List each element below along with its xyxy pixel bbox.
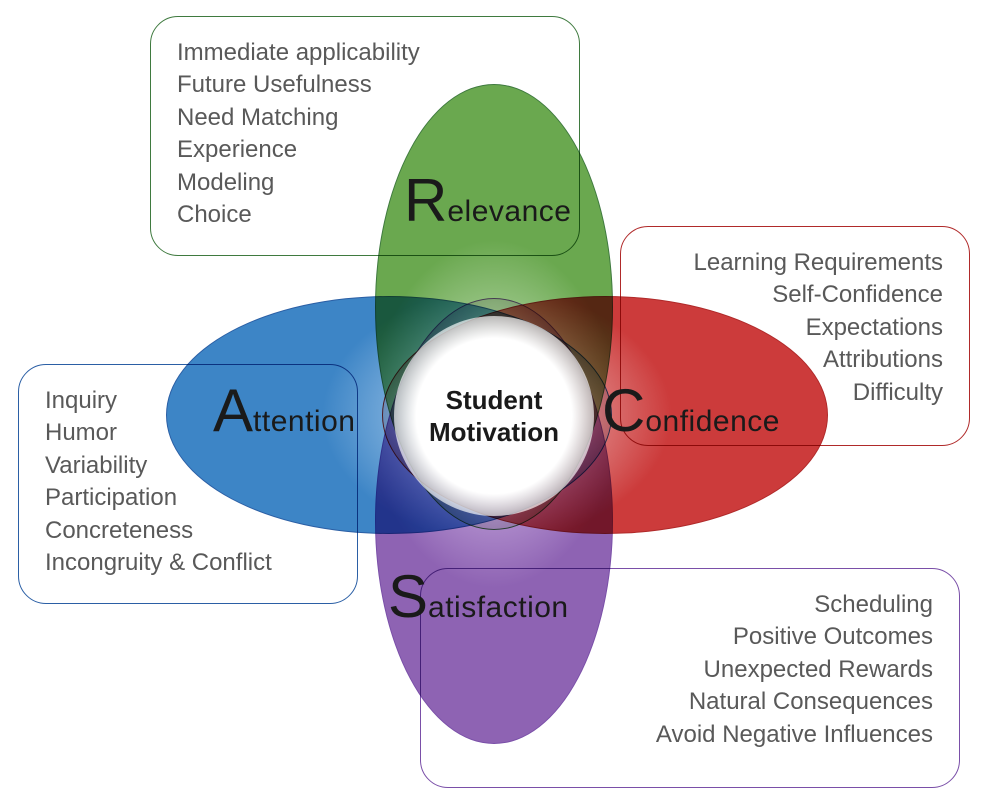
attention-item: Incongruity & Conflict bbox=[45, 547, 331, 579]
confidence-label: Confidence bbox=[602, 376, 780, 445]
confidence-rest: onfidence bbox=[645, 405, 780, 438]
satisfaction-rest: atisfaction bbox=[428, 591, 569, 624]
satisfaction-letter: S bbox=[388, 563, 428, 630]
relevance-item: Immediate applicability bbox=[177, 37, 553, 69]
attention-label: Attention bbox=[213, 376, 355, 445]
relevance-label: Relevance bbox=[404, 166, 571, 235]
relevance-rest: elevance bbox=[447, 195, 571, 228]
satisfaction-label: Satisfaction bbox=[388, 562, 569, 631]
center-line2: Motivation bbox=[429, 416, 559, 449]
center-label: Student Motivation bbox=[394, 316, 594, 516]
confidence-item: Learning Requirements bbox=[647, 247, 943, 279]
confidence-letter: C bbox=[602, 377, 645, 444]
center-line1: Student bbox=[446, 384, 543, 417]
arcs-venn-diagram: Immediate applicability Future Usefulnes… bbox=[0, 0, 988, 812]
attention-rest: ttention bbox=[253, 405, 355, 438]
relevance-letter: R bbox=[404, 167, 447, 234]
attention-letter: A bbox=[213, 377, 253, 444]
